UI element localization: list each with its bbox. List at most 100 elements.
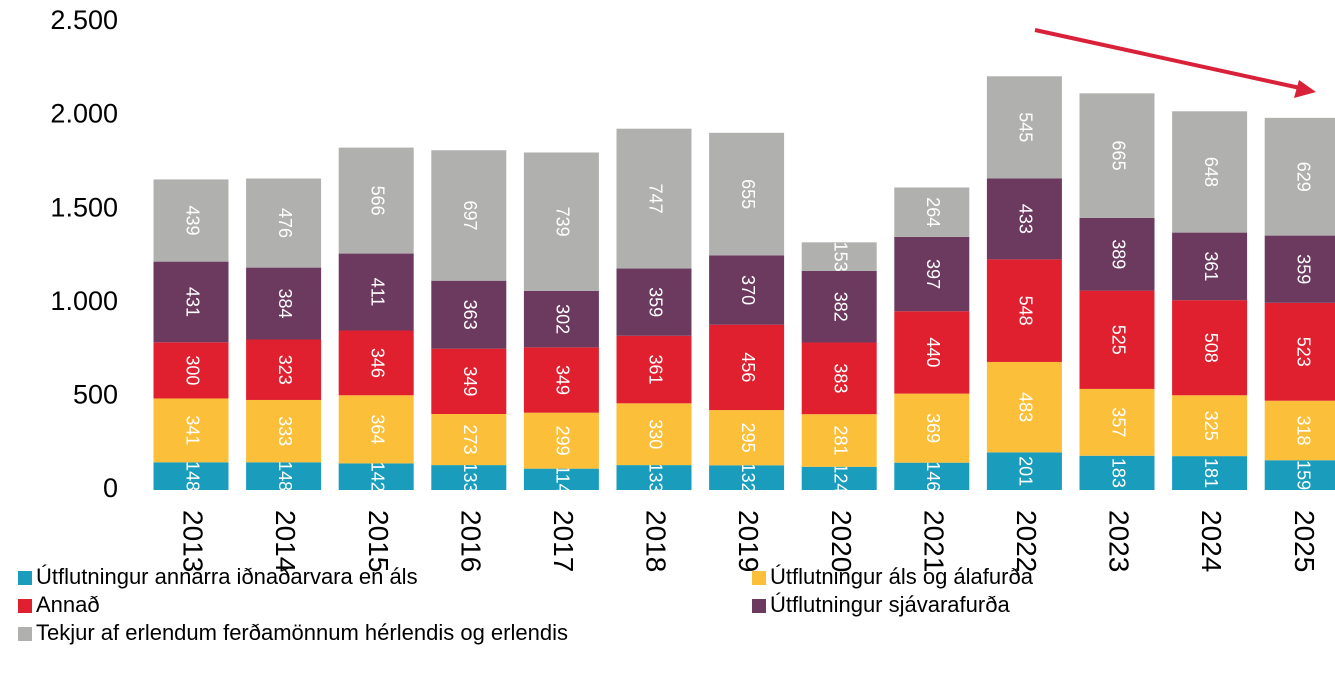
bar-segment [246,462,322,490]
data-label: 439 [182,206,202,236]
data-label: 281 [830,425,850,455]
data-label: 476 [275,208,295,238]
bar-segment [1079,455,1155,490]
bar-segment [523,152,599,291]
data-label: 369 [923,413,943,443]
data-label: 697 [460,200,480,230]
bar-segment [986,178,1062,260]
data-label: 545 [1016,112,1036,142]
data-label: 349 [553,365,573,395]
x-tick-label: 2015 [363,510,394,572]
data-label: 747 [645,184,665,214]
bar-segment [338,147,414,254]
data-label: 440 [923,337,943,367]
data-label: 148 [182,461,202,491]
data-label: 346 [367,348,387,378]
data-label: 739 [553,207,573,237]
bar-segment [1079,217,1155,291]
bar-segment [523,468,599,490]
legend-swatch [18,627,32,641]
bar-segment [709,132,785,256]
data-label: 330 [645,419,665,449]
data-label: 183 [1108,458,1128,488]
bar-segment [1172,232,1248,301]
bar-segment [894,236,970,312]
bar-segment [986,452,1062,490]
bar-segment [894,462,970,490]
data-label: 264 [923,197,943,227]
data-label: 397 [923,259,943,289]
bar-segment [801,466,877,490]
bar-segment [338,395,414,464]
y-tick-label: 500 [73,380,118,410]
bar-segment [246,267,322,340]
data-label: 114 [553,465,573,494]
legend-label: Annað [36,592,100,617]
data-label: 181 [1201,458,1221,488]
bar-segment [431,280,507,349]
legend-label: Útflutningur áls og álafurða [770,564,1034,589]
data-label: 456 [738,352,758,382]
legend-label: Útflutningur sjávarafurða [770,592,1010,617]
bar-segment [801,414,877,467]
bar-segment [1172,395,1248,457]
data-label: 383 [830,363,850,393]
x-tick-label: 2016 [455,510,486,572]
x-tick-label: 2025 [1289,510,1320,572]
data-label: 142 [367,462,387,492]
bar-segment [801,342,877,415]
data-label: 333 [275,416,295,446]
data-label: 295 [738,423,758,453]
legend-swatch [752,571,766,585]
bar-segment [338,253,414,331]
data-label: 665 [1108,141,1128,171]
bar-segment [246,399,322,463]
y-tick-label: 1.500 [50,192,118,222]
data-label: 361 [1201,251,1221,281]
bar-segment [1079,290,1155,389]
bar-segment [801,242,877,271]
bar-segment [431,465,507,490]
bar-segment [709,465,785,490]
bar-segment [1264,302,1335,401]
x-tick-label: 2023 [1104,510,1135,572]
data-label: 525 [1108,325,1128,355]
bar-segment [616,128,692,269]
bar-segment [986,76,1062,179]
bar-segment [616,403,692,466]
data-label: 382 [830,292,850,322]
data-label: 357 [1108,407,1128,437]
bar-segment [246,178,322,268]
data-label: 153 [830,242,850,272]
bar-segment [894,187,970,237]
data-label: 201 [1016,456,1036,486]
data-label: 566 [367,186,387,216]
data-label: 655 [738,179,758,209]
x-tick-label: 2021 [918,510,949,572]
y-tick-label: 2.500 [50,5,118,35]
bar-segment [153,179,229,262]
bar-segment [1172,300,1248,396]
bar-segment [1079,388,1155,456]
bar-segment [1172,456,1248,490]
data-label: 648 [1201,157,1221,187]
bar-segment [1264,117,1335,236]
legend-swatch [18,599,32,613]
bar-segment [986,361,1062,453]
x-tick-label: 2020 [826,510,857,572]
bar-segment [431,413,507,466]
bar-segment [709,255,785,325]
data-label: 411 [367,278,387,307]
bar-segment [338,330,414,396]
bar-segment [153,462,229,490]
data-label: 133 [645,463,665,493]
data-label: 132 [738,463,758,493]
x-tick-label: 2018 [641,510,672,572]
arrow-head [1294,80,1316,98]
bar-segment [1264,460,1335,490]
data-label: 548 [1016,296,1036,326]
y-tick-label: 2.000 [50,99,118,129]
bar-segment [431,348,507,414]
data-label: 433 [1016,204,1036,234]
